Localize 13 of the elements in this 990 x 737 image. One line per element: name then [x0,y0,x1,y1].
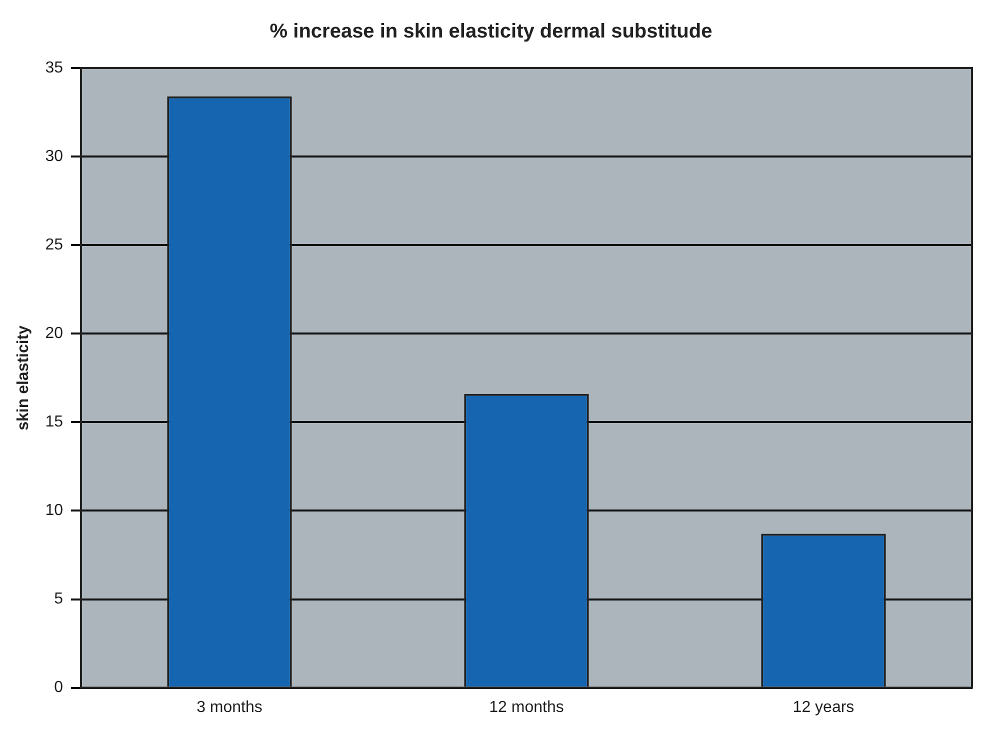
y-tick-label: 25 [45,236,64,254]
y-tick-label: 0 [54,679,64,696]
x-tick-label: 12 years [792,698,854,716]
y-axis-title: skin elasticity [15,325,32,430]
y-tick-label: 20 [45,325,64,342]
y-tick-label: 30 [45,148,64,165]
y-tick-label: 5 [54,590,64,608]
y-tick-label: 35 [45,59,64,76]
x-tick-label: 3 months [196,698,262,716]
chart-title: % increase in skin elasticity dermal substitude [270,20,712,43]
y-tick-label: 10 [45,502,64,520]
y-tick-label: 15 [45,414,64,431]
x-tick-label: 12 months [489,698,564,716]
